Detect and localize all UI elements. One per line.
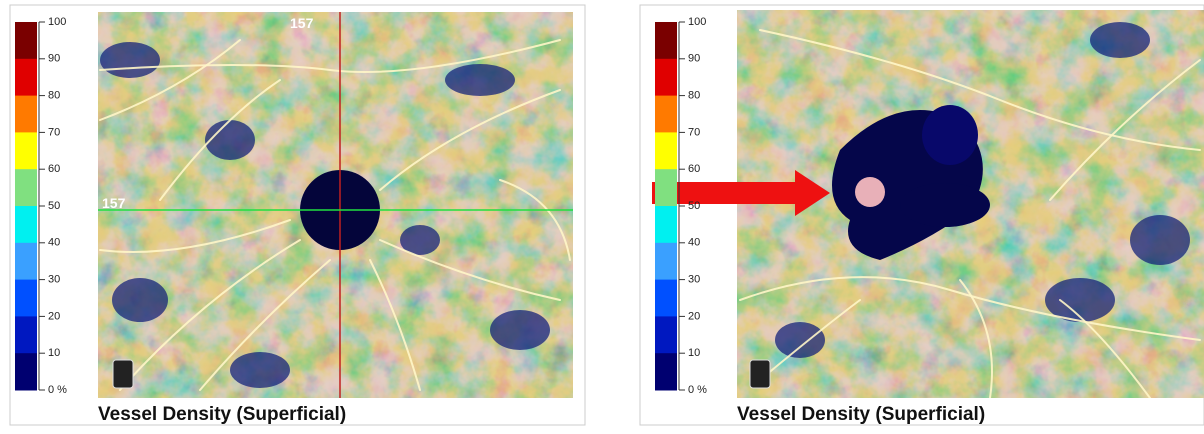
scale-label: 20 (48, 310, 60, 322)
scale-band (655, 280, 677, 317)
scale-label: 100 (688, 16, 706, 28)
scale-band (15, 316, 37, 353)
caption: Vessel Density (Superficial) (98, 404, 346, 425)
angiography-image: 157 157 (98, 12, 573, 398)
scale-label: 70 (48, 126, 60, 138)
scale-label: 50 (48, 200, 60, 212)
scale-label: 40 (48, 237, 60, 249)
page: 157 157 Vessel Density (Superficial) Ves… (0, 0, 1204, 429)
scale-band (15, 22, 37, 59)
scale-band (655, 243, 677, 280)
scale-label: 10 (688, 347, 700, 359)
scale-label: 60 (688, 163, 700, 175)
scale-band (655, 132, 677, 169)
scale-label: 90 (48, 53, 60, 65)
scale-label: 0 % (688, 384, 707, 396)
scale-label: 0 % (48, 384, 67, 396)
scale-band (15, 353, 37, 390)
scale-band (655, 96, 677, 133)
scale-label: 60 (48, 163, 60, 175)
scale-label: 80 (48, 90, 60, 102)
scale-band (655, 169, 677, 206)
scale-label: 40 (688, 237, 700, 249)
scale-label: 80 (688, 90, 700, 102)
scale-band (15, 96, 37, 133)
scale-label: 100 (48, 16, 66, 28)
scale-label: 90 (688, 53, 700, 65)
scale-label: 10 (48, 347, 60, 359)
scale-label: 30 (688, 274, 700, 286)
scale-band (15, 132, 37, 169)
scale-band (655, 353, 677, 390)
scale-label: 50 (688, 200, 700, 212)
scale-label: 70 (688, 126, 700, 138)
scale-label: 30 (48, 274, 60, 286)
scale-band (655, 206, 677, 243)
caption: Vessel Density (Superficial) (737, 404, 985, 425)
scale-band (15, 243, 37, 280)
crosshair-label: 157 (290, 15, 314, 31)
scale-band (15, 206, 37, 243)
scale-band (15, 169, 37, 206)
scale-band (655, 316, 677, 353)
scale-band (655, 22, 677, 59)
scale-band (15, 59, 37, 96)
crosshair-label: 157 (102, 195, 126, 211)
scale-band (15, 280, 37, 317)
scale-band (655, 59, 677, 96)
scale-label: 20 (688, 310, 700, 322)
